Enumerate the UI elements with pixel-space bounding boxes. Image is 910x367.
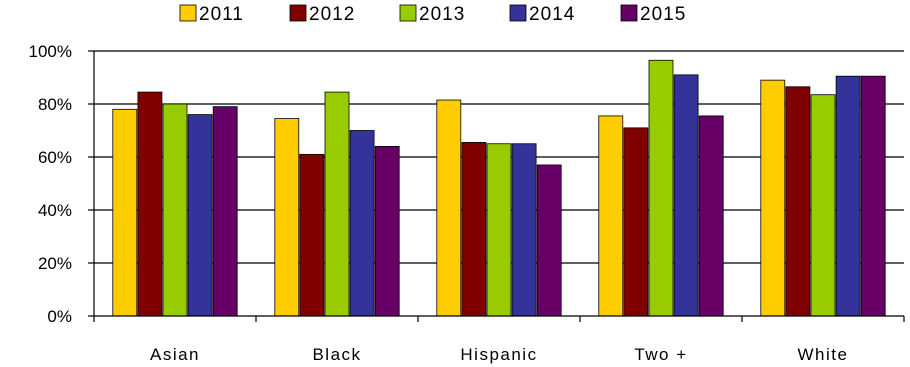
x-category-label: Hispanic <box>460 345 537 364</box>
bar-2011-hispanic <box>436 99 462 317</box>
legend: 2011 2012 2013 2014 2015 <box>179 4 686 25</box>
x-category-label: White <box>798 345 849 364</box>
y-tick-labels: 0% 20% 40% 60% 80% 100% <box>29 42 72 326</box>
legend-swatch-2015 <box>620 4 638 22</box>
bar-2014-asian <box>187 114 213 317</box>
bar-2015-black <box>374 145 400 317</box>
legend-swatch-2013 <box>399 4 417 22</box>
bar-2014-hispanic <box>511 143 537 317</box>
bar-2012-asian <box>137 91 163 317</box>
bar-2015-white <box>860 75 886 317</box>
legend-swatch-2014 <box>509 4 527 22</box>
bar-2012-two <box>623 127 649 317</box>
bar-2011-white <box>760 79 786 317</box>
x-category-labels: Asian Black Hispanic Two + White <box>150 345 849 364</box>
legend-swatch-2011 <box>179 4 197 22</box>
x-category-label: Two + <box>634 345 687 364</box>
bar-2013-two <box>648 59 674 317</box>
bar-2012-white <box>785 86 811 317</box>
bar-2012-black <box>299 153 325 317</box>
bar-2014-black <box>349 130 375 317</box>
bar-2015-hispanic <box>536 164 562 317</box>
y-tick-label: 100% <box>29 42 72 61</box>
bar-2015-two <box>698 115 724 317</box>
bar-2011-asian <box>112 108 138 317</box>
x-category-label: Asian <box>150 345 200 364</box>
legend-label-2012: 2012 <box>309 4 355 25</box>
bars <box>112 59 886 317</box>
bar-2013-black <box>324 91 350 317</box>
y-tick-label: 80% <box>38 95 72 114</box>
legend-label-2014: 2014 <box>529 4 575 25</box>
legend-label-2011: 2011 <box>199 4 244 25</box>
legend-label-2013: 2013 <box>419 4 465 25</box>
bar-2013-white <box>810 94 836 317</box>
legend-swatch-2012 <box>289 4 307 22</box>
bar-2014-white <box>835 75 861 317</box>
y-tick-label: 20% <box>38 254 72 273</box>
axes <box>88 50 905 322</box>
bar-2011-black <box>274 118 300 317</box>
bar-2012-hispanic <box>461 142 487 317</box>
bar-2011-two <box>598 115 624 317</box>
bar-2013-asian <box>162 103 188 317</box>
x-category-label: Black <box>312 345 361 364</box>
legend-label-2015: 2015 <box>640 4 686 25</box>
bar-2013-hispanic <box>486 143 512 317</box>
y-tick-label: 60% <box>38 148 72 167</box>
bar-2014-two <box>673 74 699 317</box>
bar-2015-asian <box>212 106 238 317</box>
y-tick-label: 40% <box>38 201 72 220</box>
y-tick-label: 0% <box>47 307 72 326</box>
